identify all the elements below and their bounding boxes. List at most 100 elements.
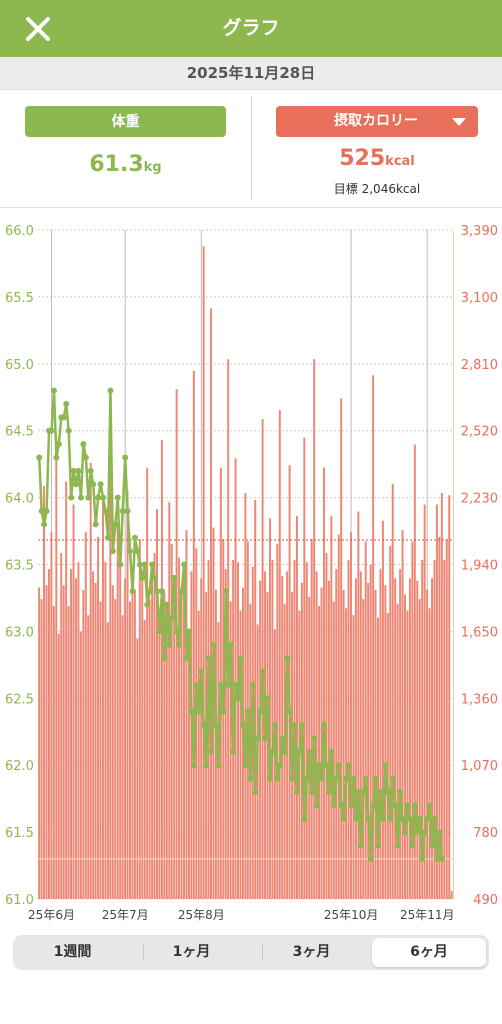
weight-point (48, 427, 55, 434)
weight-point (139, 574, 146, 581)
calorie-bar (160, 439, 163, 899)
weight-point (80, 441, 87, 448)
y-left-tick-label: 61.5 (5, 826, 34, 841)
weight-point (357, 842, 364, 849)
weight-button[interactable]: 体重 (25, 106, 226, 137)
calorie-bar (89, 462, 92, 899)
tab-1-week[interactable]: 1週間 (53, 944, 92, 960)
calorie-bar (109, 430, 112, 899)
calorie-dropdown-button[interactable]: 摂取カロリー (276, 106, 478, 137)
calorie-bar (82, 589, 85, 899)
weight-point (438, 855, 445, 862)
calorie-bar (185, 529, 188, 899)
weight-point (38, 507, 45, 514)
weight-point (159, 588, 166, 595)
weight-point (217, 681, 224, 688)
calorie-bar (443, 559, 446, 899)
weight-point (73, 481, 80, 488)
calorie-bar (133, 589, 136, 899)
x-tick-label: 25年8月 (178, 908, 225, 922)
weight-point (119, 507, 126, 514)
weight-point (36, 454, 43, 461)
weight-point (193, 681, 200, 688)
y-left-tick-label: 65.5 (5, 291, 34, 306)
calorie-bar (180, 606, 183, 899)
panel-divider (251, 96, 252, 200)
period-segmented-control: 1週間 1ヶ月 3ヶ月 6ヶ月 (13, 935, 489, 970)
weight-point (392, 802, 399, 809)
calorie-bar (119, 552, 122, 899)
calorie-bar (327, 580, 330, 899)
weight-point (279, 735, 286, 742)
calorie-bar (377, 617, 379, 899)
weight-point (68, 494, 75, 501)
calorie-bar (440, 492, 443, 899)
calorie-bar (106, 622, 109, 899)
weight-point (360, 788, 367, 795)
calorie-bar (62, 585, 65, 899)
calorie-bar (104, 562, 107, 899)
weight-point (222, 588, 229, 595)
tab-6-months[interactable]: 6ヶ月 (372, 938, 486, 967)
weight-value-line: 61.3kg (0, 152, 251, 177)
weight-point (87, 467, 94, 474)
y-right-tick-label: 1,360 (461, 692, 498, 707)
calorie-bar (212, 527, 215, 899)
calorie-unit: kcal (385, 154, 415, 169)
y-left-tick-label: 63.0 (5, 625, 34, 640)
calorie-bar (158, 610, 161, 899)
calorie-bar (67, 606, 70, 899)
calorie-bar (43, 486, 46, 899)
calorie-bar (72, 504, 75, 899)
tab-3-months[interactable]: 3ヶ月 (292, 944, 331, 960)
weight-point (163, 601, 170, 608)
tab-separator (262, 944, 263, 961)
weight-point (399, 815, 406, 822)
weight-point (168, 615, 175, 622)
calorie-bar (315, 571, 318, 899)
weight-point (303, 775, 310, 782)
close-icon[interactable] (22, 13, 54, 45)
calorie-bar (394, 578, 397, 899)
weight-point (195, 708, 202, 715)
calorie-bar (313, 359, 316, 899)
calorie-bar (55, 435, 58, 899)
calorie-bar (97, 536, 100, 899)
calorie-bar (60, 552, 63, 899)
calorie-bar (183, 582, 185, 899)
weight-point (252, 788, 259, 795)
weight-point (149, 561, 156, 568)
calorie-bar (84, 532, 87, 899)
calorie-bar (47, 569, 50, 899)
calorie-bar (389, 546, 392, 899)
calorie-bar (391, 483, 394, 899)
weight-point (134, 548, 141, 555)
calorie-bar (367, 582, 370, 899)
weight-point (176, 641, 183, 648)
weight-point (146, 588, 153, 595)
weight-point (151, 574, 158, 581)
weight-point (161, 655, 168, 662)
calorie-bar (381, 520, 384, 899)
calorie-bar (200, 578, 203, 899)
weight-point (144, 601, 151, 608)
weight-point (232, 681, 239, 688)
weight-point (269, 748, 276, 755)
weight-unit: kg (143, 160, 162, 175)
y-left-tick-label: 66.0 (5, 224, 34, 239)
weight-point (286, 708, 293, 715)
calorie-bar (342, 589, 345, 899)
weight-point (114, 494, 121, 501)
calorie-bar (288, 465, 291, 899)
tab-1-month[interactable]: 1ヶ月 (172, 944, 211, 960)
calorie-bar (423, 504, 426, 899)
weight-point (436, 829, 443, 836)
calorie-bar (94, 582, 97, 899)
calorie-bar (234, 458, 237, 899)
weight-point (414, 829, 421, 836)
page-title: グラフ (222, 17, 280, 39)
calorie-bar (320, 587, 323, 899)
weight-point (215, 762, 222, 769)
weight-point (156, 628, 163, 635)
calorie-bar (50, 532, 53, 899)
